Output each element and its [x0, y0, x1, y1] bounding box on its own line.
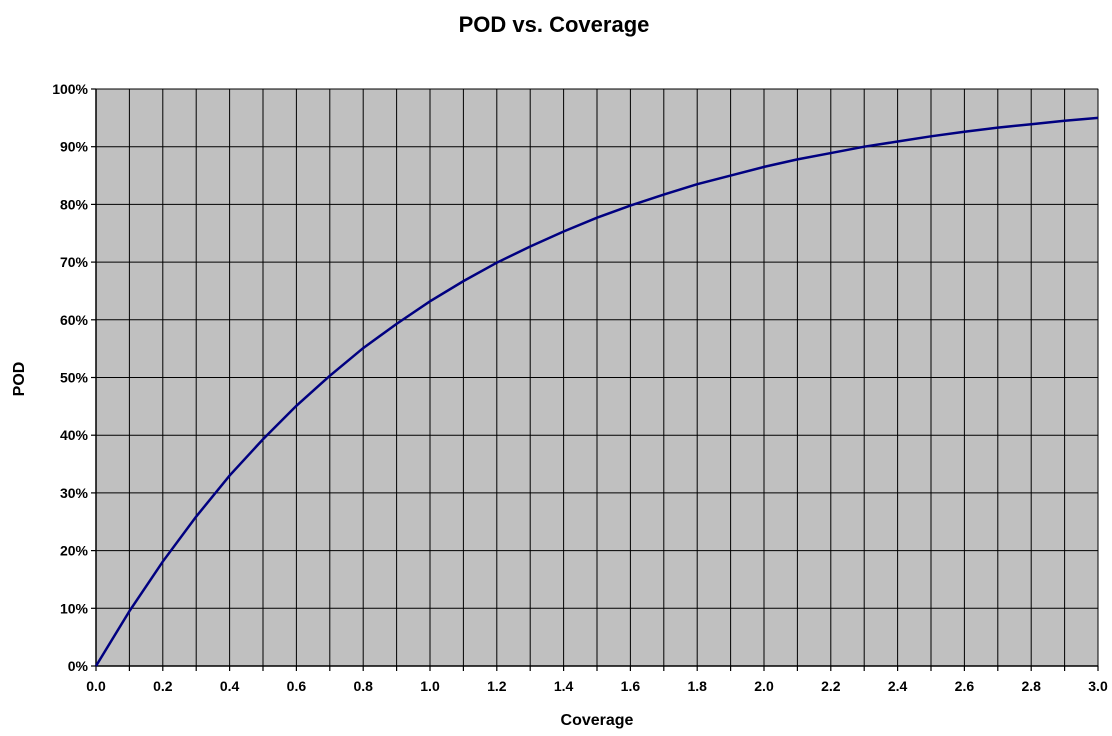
x-tick-label: 1.0 — [420, 678, 440, 694]
x-tick-label: 0.0 — [86, 678, 106, 694]
x-tick-label: 1.8 — [687, 678, 707, 694]
x-axis-title: Coverage — [561, 712, 634, 729]
y-tick-label: 30% — [60, 485, 89, 501]
y-tick-label: 0% — [68, 658, 89, 674]
x-tick-label: 0.6 — [287, 678, 307, 694]
y-tick-label: 20% — [60, 543, 89, 559]
x-tick-label: 3.0 — [1088, 678, 1108, 694]
x-tick-label: 0.4 — [220, 678, 240, 694]
y-axis-ticks: 0% 10% 20% 30% 40% 50% 60% 70% 80% 90% 100% — [52, 81, 96, 674]
y-tick-label: 80% — [60, 196, 89, 212]
x-tick-label: 2.2 — [821, 678, 841, 694]
x-tick-label: 1.2 — [487, 678, 507, 694]
y-tick-label: 10% — [60, 600, 89, 616]
y-tick-label: 40% — [60, 427, 89, 443]
x-tick-label: 1.4 — [554, 678, 574, 694]
y-tick-label: 60% — [60, 312, 89, 328]
x-tick-label: 2.6 — [955, 678, 975, 694]
grid-lines — [96, 88, 1099, 666]
y-tick-label: 90% — [60, 139, 89, 155]
x-tick-label: 2.0 — [754, 678, 774, 694]
y-tick-label: 50% — [60, 370, 89, 386]
pod-curve-line — [94, 116, 1099, 667]
chart-title: POD vs. Coverage — [459, 12, 650, 37]
x-tick-label: 2.4 — [888, 678, 908, 694]
x-axis-ticks: 0.0 0.2 0.4 0.6 0.8 1.0 1.2 1.4 1.6 1.8 2.0 2.2 2.4 2… — [86, 666, 1108, 694]
y-tick-label: 100% — [52, 81, 88, 97]
x-tick-label: 0.2 — [153, 678, 173, 694]
x-tick-label: 1.6 — [621, 678, 641, 694]
x-tick-label: 2.8 — [1021, 678, 1041, 694]
y-tick-label: 70% — [60, 254, 89, 270]
y-axis-title: POD — [11, 362, 28, 397]
x-tick-label: 0.8 — [353, 678, 373, 694]
